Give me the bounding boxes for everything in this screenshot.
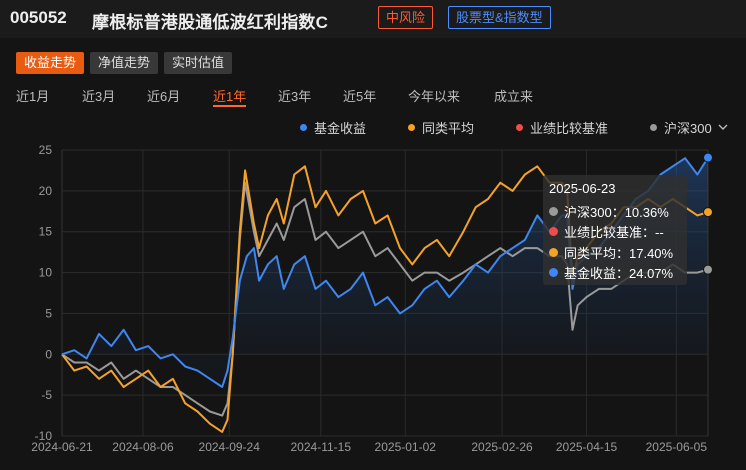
tooltip-label: 业绩比较基准：--	[564, 225, 664, 241]
tooltip-row-benchmark: 业绩比较基准：--	[549, 222, 681, 243]
legend-label: 同类平均	[422, 121, 475, 136]
x-tick-label: 2025-01-02	[375, 440, 437, 454]
x-tick-label: 2024-06-21	[31, 440, 93, 454]
fund-return-area	[62, 157, 708, 387]
fund-header: 005052 摩根标普港股通低波红利指数C 中风险 股票型&指数型	[0, 0, 746, 38]
peer-average-end-marker	[703, 207, 713, 218]
tooltip-dot	[549, 247, 558, 257]
fund-name: 摩根标普港股通低波红利指数C	[92, 13, 329, 32]
y-tick-label: -5	[41, 388, 52, 402]
chevron-down-icon	[718, 122, 728, 134]
legend-peer-average[interactable]: 同类平均	[408, 118, 474, 137]
period-5y[interactable]: 近5年	[343, 89, 377, 104]
tooltip-label: 同类平均：17.40%	[564, 245, 674, 261]
legend-fund-return[interactable]: 基金收益	[300, 118, 366, 137]
x-tick-label: 2025-04-15	[556, 440, 618, 454]
tooltip-date: 2025-06-23	[549, 181, 616, 196]
tab-return-trend[interactable]: 收益走势	[16, 52, 85, 74]
csi300-line	[61, 181, 709, 417]
legend-dot	[300, 124, 307, 131]
tooltip-label: 基金收益：24.07%	[564, 266, 674, 282]
legend-benchmark[interactable]: 业绩比较基准	[516, 118, 608, 137]
period-since-inception[interactable]: 成立来	[494, 89, 534, 104]
legend-dot	[516, 124, 523, 131]
legend-label: 业绩比较基准	[530, 121, 609, 136]
tooltip-row-peer-average: 同类平均：17.40%	[549, 242, 681, 263]
y-tick-label: 15	[39, 225, 53, 239]
chart-mode-tabs: 收益走势 净值走势 实时估值	[16, 52, 233, 74]
y-tick-label: 5	[45, 306, 52, 320]
chart-legend: 基金收益 同类平均 业绩比较基准 沪深300	[300, 118, 740, 136]
fund-return-end-marker	[703, 152, 713, 163]
tooltip-row-csi300: 沪深300：10.36%	[549, 201, 681, 222]
period-1y[interactable]: 近1年	[213, 86, 247, 107]
tab-realtime-estimate[interactable]: 实时估值	[164, 52, 233, 74]
period-3m[interactable]: 近3月	[82, 89, 116, 104]
legend-csi300-dropdown[interactable]: 沪深300	[650, 118, 728, 137]
risk-level-badge: 中风险	[378, 6, 434, 29]
legend-label: 沪深300	[664, 121, 712, 136]
legend-dot	[650, 124, 657, 131]
period-6m[interactable]: 近6月	[147, 89, 181, 104]
y-tick-label: 20	[39, 184, 53, 198]
csi300-end-marker	[703, 264, 713, 275]
x-tick-label: 2024-11-15	[291, 440, 352, 454]
period-1m[interactable]: 近1月	[16, 89, 50, 104]
legend-dot	[408, 124, 415, 131]
x-tick-label: 2025-06-05	[646, 440, 708, 454]
period-3y[interactable]: 近3年	[278, 89, 312, 104]
fund-type-badge: 股票型&指数型	[448, 6, 551, 29]
y-tick-label: -10	[35, 429, 53, 443]
tab-nav-trend[interactable]: 净值走势	[90, 52, 159, 74]
period-ytd[interactable]: 今年以来	[408, 89, 461, 104]
tooltip-dot	[549, 206, 558, 216]
x-tick-label: 2024-08-06	[112, 440, 174, 454]
x-tick-label: 2024-09-24	[199, 440, 261, 454]
tooltip-row-fund-return: 基金收益：24.07%	[549, 263, 681, 284]
chart-tooltip: 2025-06-23 沪深300：10.36% 业绩比较基准：-- 同类平均：1…	[543, 175, 687, 285]
y-tick-label: 10	[39, 266, 53, 280]
tooltip-dot	[549, 268, 558, 278]
fund-code: 005052	[10, 8, 67, 27]
x-tick-label: 2025-02-26	[471, 440, 533, 454]
tooltip-dot	[549, 227, 558, 237]
legend-label: 基金收益	[314, 121, 367, 136]
y-tick-label: 0	[45, 347, 52, 361]
y-tick-label: 25	[39, 143, 53, 157]
tooltip-label: 沪深300：10.36%	[564, 204, 669, 220]
